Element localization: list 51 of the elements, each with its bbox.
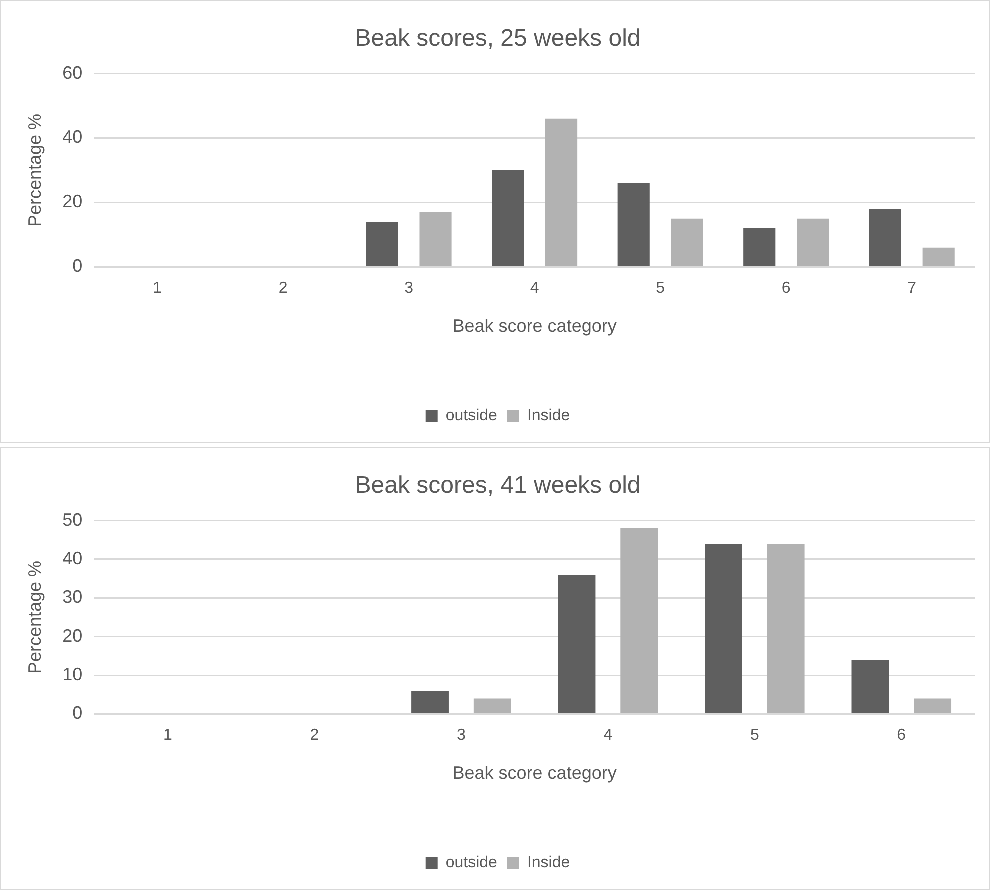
x-tick-label: 3 — [456, 727, 466, 744]
y-tick-label: 40 — [62, 127, 83, 148]
y-tick-label: 20 — [62, 192, 83, 212]
x-tick-label: 4 — [530, 280, 540, 298]
y-tick-label: 20 — [62, 626, 83, 646]
bar — [420, 212, 452, 266]
x-axis-title: Beak score category — [452, 763, 617, 784]
legend-label: outside — [446, 407, 498, 424]
bar — [558, 574, 596, 714]
bar — [705, 544, 742, 714]
x-tick-label: 5 — [750, 727, 760, 744]
x-tick-label: 7 — [908, 280, 917, 298]
y-tick-label: 10 — [62, 664, 83, 684]
bar — [546, 118, 578, 266]
bar — [922, 248, 955, 266]
chart-title: Beak scores, 25 weeks old — [355, 25, 641, 52]
bar — [618, 183, 650, 266]
y-tick-label: 0 — [72, 256, 83, 276]
x-tick-label: 1 — [153, 280, 162, 298]
x-axis-title: Beak score category — [452, 316, 617, 336]
bar — [474, 698, 512, 714]
legend-label: Inside — [527, 854, 570, 872]
bar — [797, 218, 830, 266]
x-tick-label: 4 — [604, 727, 613, 744]
x-tick-label: 5 — [656, 280, 666, 298]
y-tick-label: 50 — [62, 510, 83, 530]
legend-label: outside — [446, 854, 498, 872]
x-tick-label: 6 — [782, 280, 791, 298]
bar — [366, 222, 398, 266]
bar — [492, 170, 524, 266]
bar — [767, 544, 805, 714]
y-axis-title: Percentage % — [24, 114, 45, 228]
bar — [852, 660, 890, 714]
bar — [869, 209, 902, 266]
y-axis-title: Percentage % — [24, 560, 45, 674]
bar — [412, 690, 449, 714]
legend-label: Inside — [527, 407, 570, 424]
x-tick-label: 2 — [310, 727, 320, 744]
x-tick-label: 6 — [897, 727, 906, 744]
chart-title: Beak scores, 41 weeks old — [355, 472, 641, 500]
x-tick-label: 2 — [278, 280, 288, 298]
bar — [620, 528, 658, 714]
x-tick-label: 3 — [404, 280, 414, 298]
x-tick-label: 1 — [164, 727, 173, 744]
y-tick-label: 60 — [62, 62, 83, 83]
y-tick-label: 30 — [62, 587, 83, 608]
bar — [744, 228, 776, 266]
bar — [914, 698, 952, 714]
y-tick-label: 0 — [72, 703, 83, 724]
y-tick-label: 40 — [62, 548, 83, 568]
bar — [671, 218, 704, 266]
